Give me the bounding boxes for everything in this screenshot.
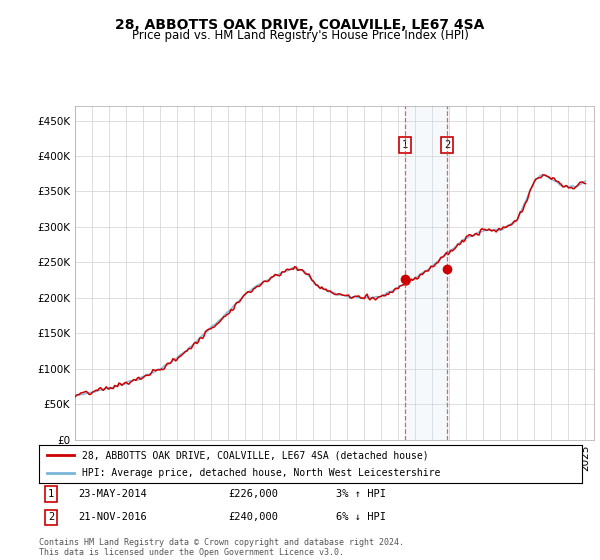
Text: Contains HM Land Registry data © Crown copyright and database right 2024.
This d: Contains HM Land Registry data © Crown c… xyxy=(39,538,404,557)
Text: 28, ABBOTTS OAK DRIVE, COALVILLE, LE67 4SA: 28, ABBOTTS OAK DRIVE, COALVILLE, LE67 4… xyxy=(115,18,485,32)
Text: 21-NOV-2016: 21-NOV-2016 xyxy=(78,512,147,522)
Text: 1: 1 xyxy=(401,141,408,151)
Bar xyxy=(405,106,448,440)
Text: 23-MAY-2014: 23-MAY-2014 xyxy=(78,489,147,499)
Text: 2: 2 xyxy=(444,141,451,151)
Text: 1: 1 xyxy=(48,489,54,499)
Text: £240,000: £240,000 xyxy=(228,512,278,522)
Text: HPI: Average price, detached house, North West Leicestershire: HPI: Average price, detached house, Nort… xyxy=(82,468,441,478)
Text: 28, ABBOTTS OAK DRIVE, COALVILLE, LE67 4SA (detached house): 28, ABBOTTS OAK DRIVE, COALVILLE, LE67 4… xyxy=(82,450,429,460)
Text: Price paid vs. HM Land Registry's House Price Index (HPI): Price paid vs. HM Land Registry's House … xyxy=(131,29,469,42)
Text: £226,000: £226,000 xyxy=(228,489,278,499)
Text: 6% ↓ HPI: 6% ↓ HPI xyxy=(336,512,386,522)
Text: 2: 2 xyxy=(48,512,54,522)
Text: 3% ↑ HPI: 3% ↑ HPI xyxy=(336,489,386,499)
